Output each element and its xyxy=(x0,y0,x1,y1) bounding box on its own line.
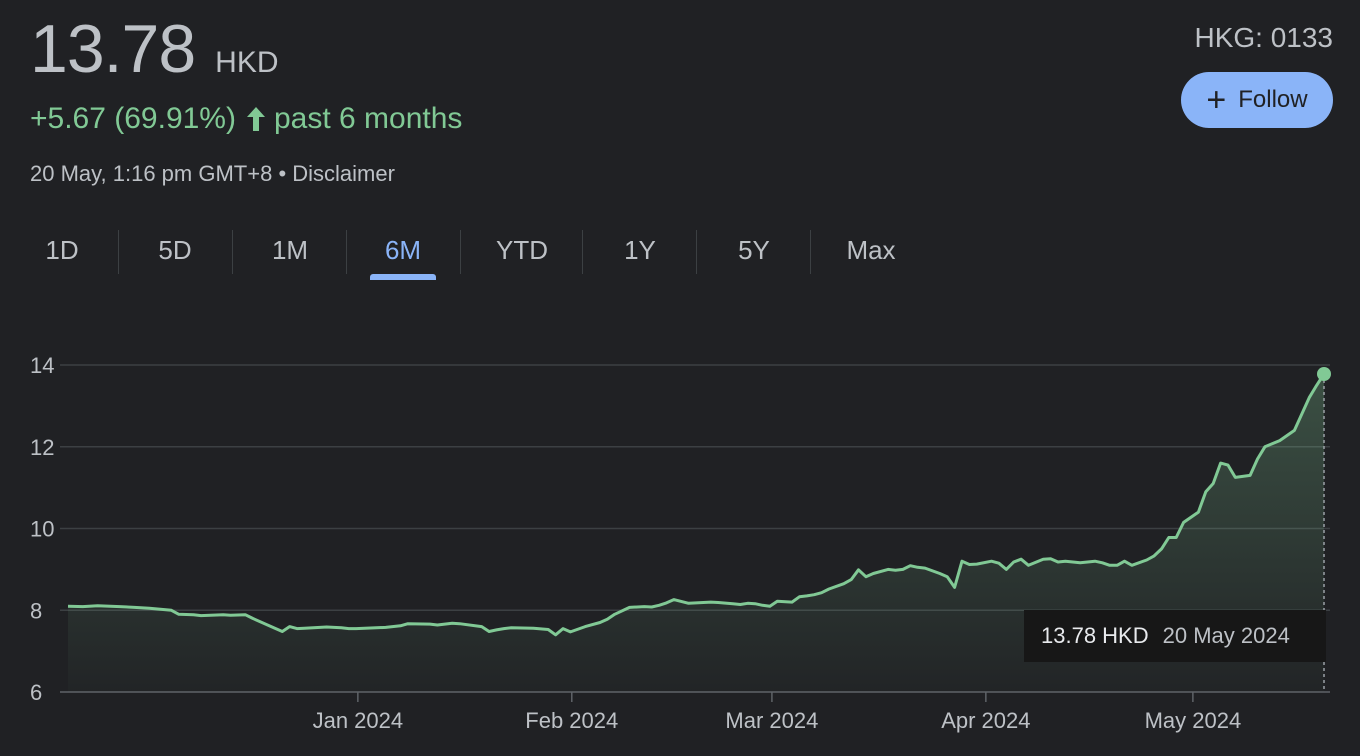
x-tick-label: Mar 2024 xyxy=(725,708,818,733)
tab-divider xyxy=(582,230,583,274)
timestamp: 20 May, 1:16 pm GMT+8 xyxy=(30,161,273,186)
tab-label: 1M xyxy=(271,234,309,265)
x-tick-label: Apr 2024 xyxy=(941,708,1030,733)
current-price: 13.78 xyxy=(30,11,196,87)
y-tick-label: 14 xyxy=(30,353,54,378)
x-tick-label: May 2024 xyxy=(1145,708,1242,733)
tab-label: 5D xyxy=(158,234,192,265)
tab-1y[interactable]: 1Y xyxy=(608,226,672,274)
follow-button[interactable]: + Follow xyxy=(1181,72,1333,128)
tab-label: Max xyxy=(846,234,896,265)
tab-divider xyxy=(460,230,461,274)
tab-5y[interactable]: 5Y xyxy=(722,226,786,274)
y-tick-label: 12 xyxy=(30,435,54,460)
currency-label: HKD xyxy=(215,46,279,79)
tab-divider xyxy=(118,230,119,274)
disclaimer-link[interactable]: Disclaimer xyxy=(292,161,395,186)
tab-divider xyxy=(346,230,347,274)
tooltip-value: 13.78 HKD xyxy=(1041,623,1149,648)
chart-area-fill xyxy=(68,374,1324,692)
tab-label: YTD xyxy=(496,234,548,265)
tab-1m[interactable]: 1M xyxy=(257,226,323,274)
x-tick-label: Feb 2024 xyxy=(525,708,618,733)
tooltip-date: 20 May 2024 xyxy=(1162,623,1290,648)
y-tick-label: 6 xyxy=(30,680,42,705)
tab-ytd[interactable]: YTD xyxy=(486,226,558,274)
follow-label: Follow xyxy=(1238,86,1308,113)
tab-label: 5Y xyxy=(738,234,770,265)
y-tick-label: 10 xyxy=(30,517,54,542)
tab-label: 1D xyxy=(45,234,79,265)
ticker-symbol: HKG: 0133 xyxy=(1194,22,1333,53)
chart-end-point[interactable] xyxy=(1317,366,1331,381)
separator-dot: • xyxy=(278,161,287,186)
tab-label: 1Y xyxy=(624,234,656,265)
plus-icon: + xyxy=(1206,81,1227,119)
tab-5d[interactable]: 5D xyxy=(143,226,207,274)
change-value: +5.67 (69.91%) xyxy=(30,102,236,135)
tab-divider xyxy=(232,230,233,274)
price-display: 13.78 HKD xyxy=(30,10,279,88)
change-period: past 6 months xyxy=(273,102,463,135)
tab-1d[interactable]: 1D xyxy=(30,226,94,274)
chart-series-line xyxy=(67,373,1326,637)
tab-divider xyxy=(696,230,697,274)
tab-max[interactable]: Max xyxy=(836,226,906,274)
tab-6m[interactable]: 6M xyxy=(370,226,436,280)
chart-tooltip: 13.78 HKD 20 May 2024 xyxy=(1024,610,1326,662)
arrow-up-icon xyxy=(246,107,265,131)
timestamp-line: 20 May, 1:16 pm GMT+8 • Disclaimer xyxy=(30,161,395,187)
active-tab-indicator xyxy=(370,274,436,280)
tab-label: 6M xyxy=(384,234,422,265)
x-tick-label: Jan 2024 xyxy=(313,708,404,733)
y-tick-label: 8 xyxy=(30,598,42,623)
tab-divider xyxy=(810,230,811,274)
price-change: +5.67 (69.91%) past 6 months xyxy=(30,102,462,136)
